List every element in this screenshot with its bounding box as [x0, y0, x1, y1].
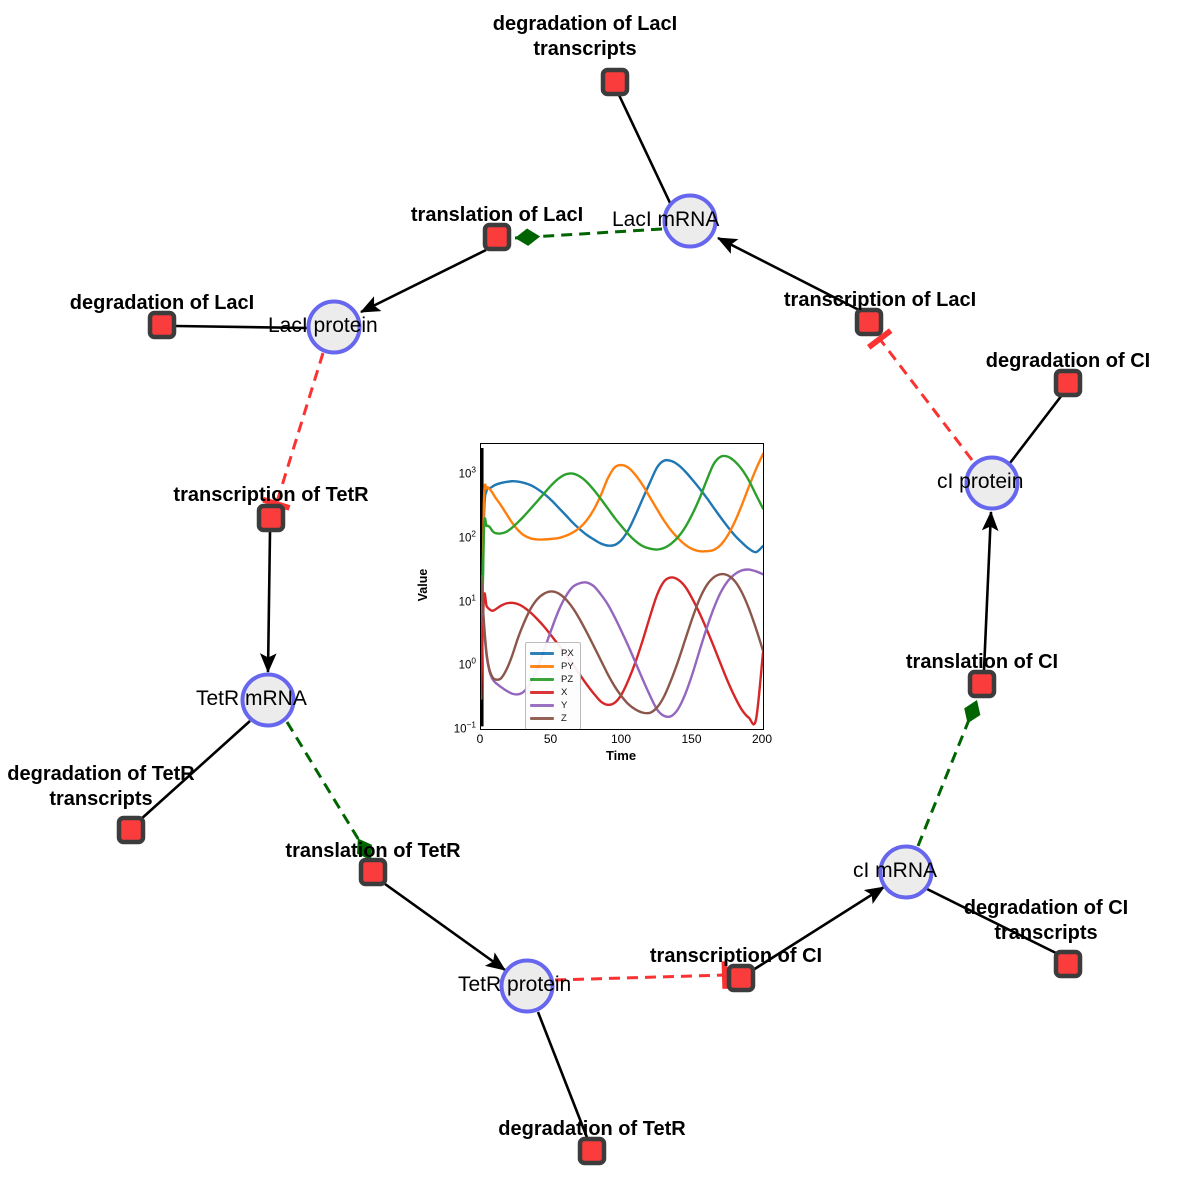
species-node-tetr_mrna[interactable] [240, 672, 296, 728]
edge-laci_protein-to-transcription_tetr [262, 352, 325, 511]
chart-y-tick: 102 [458, 529, 476, 545]
reaction-label-deg_ci: degradation of CI [985, 350, 1151, 372]
reaction-node-translation_tetr[interactable] [358, 857, 388, 887]
edge-deg_laci_transcripts-to-laci_mrna [617, 94, 673, 206]
species-node-ci_protein[interactable] [964, 455, 1020, 511]
edge-tetr_mrna-to-deg_tetr_transcripts [139, 720, 251, 821]
chart-y-tick: 103 [458, 465, 476, 481]
chart-series-PY [481, 452, 763, 700]
legend-label-Z: Z [561, 713, 567, 724]
legend-swatch-PX [530, 652, 554, 655]
chart-series-Y [481, 568, 763, 719]
edge-deg_ci-to-ci_protein [1008, 394, 1064, 464]
legend-label-PX: PX [561, 648, 574, 659]
edge-tetr_protein-to-deg_tetr [536, 1011, 590, 1141]
chart-x-axis-label: Time [605, 748, 637, 763]
legend-label-PZ: PZ [561, 674, 574, 685]
edge-laci_mrna-to-translation_laci [514, 227, 663, 246]
chart-series-PZ [481, 454, 763, 700]
species-label-tetr_protein: TetR protein [458, 973, 572, 996]
chart-x-tick: 0 [476, 732, 484, 746]
chart-series-X [481, 576, 763, 726]
reaction-label-transcription_tetr: transcription of TetR [173, 484, 369, 506]
reaction-node-deg_laci_transcripts[interactable] [600, 67, 630, 97]
edge-translation_tetr-to-tetr_protein [384, 882, 506, 972]
chart-x-tick: 200 [751, 732, 773, 746]
edge-transcription_laci-to-laci_mrna [717, 236, 862, 313]
legend-swatch-Y [530, 704, 554, 707]
chart-y-tick: 10−1 [453, 720, 476, 736]
chart-legend-item-PZ: PZ [530, 673, 574, 686]
chart-legend-item-X: X [530, 686, 574, 699]
chart-series-PX [481, 458, 763, 700]
edge-transcription_tetr-to-tetr_mrna [259, 531, 277, 674]
chart-x-ticks: 0 50 100 150 200 [476, 732, 772, 750]
chart-y-ticks: 10−1 100 101 102 103 [441, 443, 476, 735]
reaction-node-transcription_tetr[interactable] [256, 503, 286, 533]
reaction-label-deg_tetr_transcripts: degradation of TetR transcripts [7, 763, 195, 810]
reaction-node-deg_laci[interactable] [147, 310, 177, 340]
reaction-label-translation_laci: translation of LacI [410, 204, 584, 226]
chart-series-layer [481, 447, 763, 727]
chart-legend: PX PY PZ X Y Z [525, 642, 581, 729]
species-label-laci_protein: LacI protein [268, 314, 378, 337]
reaction-label-deg_laci_transcripts: degradation of LacI transcripts [492, 13, 678, 60]
edge-tetr_protein-to-transcription_ci [554, 961, 729, 989]
chart-x-tick: 150 [681, 732, 702, 746]
reaction-label-translation_ci: translation of CI [905, 651, 1059, 673]
edge-ci_mrna-to-translation_ci [916, 699, 981, 847]
reaction-node-deg_tetr_transcripts[interactable] [116, 815, 146, 845]
reaction-node-translation_ci[interactable] [967, 669, 997, 699]
species-node-laci_protein[interactable] [306, 299, 362, 355]
chart-legend-item-PX: PX [530, 647, 574, 660]
chart-legend-item-PY: PY [530, 660, 574, 673]
chart-series-Z [481, 572, 763, 715]
legend-label-Y: Y [561, 700, 568, 711]
chart-y-axis-label: Value [416, 568, 430, 602]
legend-swatch-PZ [530, 678, 554, 681]
reaction-node-deg_tetr[interactable] [577, 1136, 607, 1166]
reaction-label-deg_ci_transcripts: degradation of CI transcripts [963, 897, 1129, 944]
edge-translation_laci-to-laci_protein [360, 248, 487, 314]
reaction-node-translation_laci[interactable] [482, 222, 512, 252]
chart-legend-item-Z: Z [530, 712, 574, 725]
edge-ci_mrna-to-deg_ci_transcripts [924, 886, 1061, 957]
species-label-tetr_mrna: TetR mRNA [196, 687, 307, 710]
reaction-label-transcription_ci: transcription of CI [649, 945, 823, 967]
chart-x-tick: 50 [543, 732, 558, 746]
reaction-label-deg_tetr: degradation of TetR [498, 1118, 686, 1140]
chart-y-tick: 101 [458, 593, 476, 609]
legend-label-X: X [561, 687, 568, 698]
species-node-laci_mrna[interactable] [662, 193, 718, 249]
chart-legend-item-Y: Y [530, 699, 574, 712]
species-label-ci_protein: cI protein [937, 470, 1024, 493]
legend-label-PY: PY [561, 661, 574, 672]
legend-swatch-X [530, 691, 554, 694]
edge-tetr_mrna-to-translation_tetr [285, 721, 373, 861]
species-label-laci_mrna: LacI mRNA [612, 208, 720, 231]
species-node-ci_mrna[interactable] [878, 844, 934, 900]
edge-translation_ci-to-ci_protein [981, 510, 999, 671]
reaction-node-deg_ci[interactable] [1053, 368, 1083, 398]
reaction-node-deg_ci_transcripts[interactable] [1053, 949, 1083, 979]
chart-x-tick: 100 [610, 732, 632, 746]
edge-deg_laci-to-laci_protein [175, 324, 308, 330]
legend-swatch-PY [530, 665, 554, 668]
reaction-label-translation_tetr: translation of TetR [285, 840, 461, 862]
timecourse-chart: 10−1 100 101 102 103 Value PX PY PZ X Y Z 0 50 100 1… [416, 433, 772, 763]
reaction-node-transcription_laci[interactable] [854, 307, 884, 337]
reaction-label-transcription_laci: transcription of LacI [783, 289, 977, 311]
chart-plot-area: PX PY PZ X Y Z [480, 443, 764, 730]
reaction-label-deg_laci: degradation of LacI [69, 292, 255, 314]
chart-y-tick: 100 [458, 656, 476, 672]
species-node-tetr_protein[interactable] [499, 958, 555, 1014]
edge-ci_protein-to-transcription_laci [867, 328, 974, 461]
reaction-node-transcription_ci[interactable] [726, 963, 756, 993]
species-label-ci_mrna: cI mRNA [853, 859, 937, 882]
legend-swatch-Z [530, 717, 554, 720]
edge-transcription_ci-to-ci_mrna [752, 885, 885, 972]
